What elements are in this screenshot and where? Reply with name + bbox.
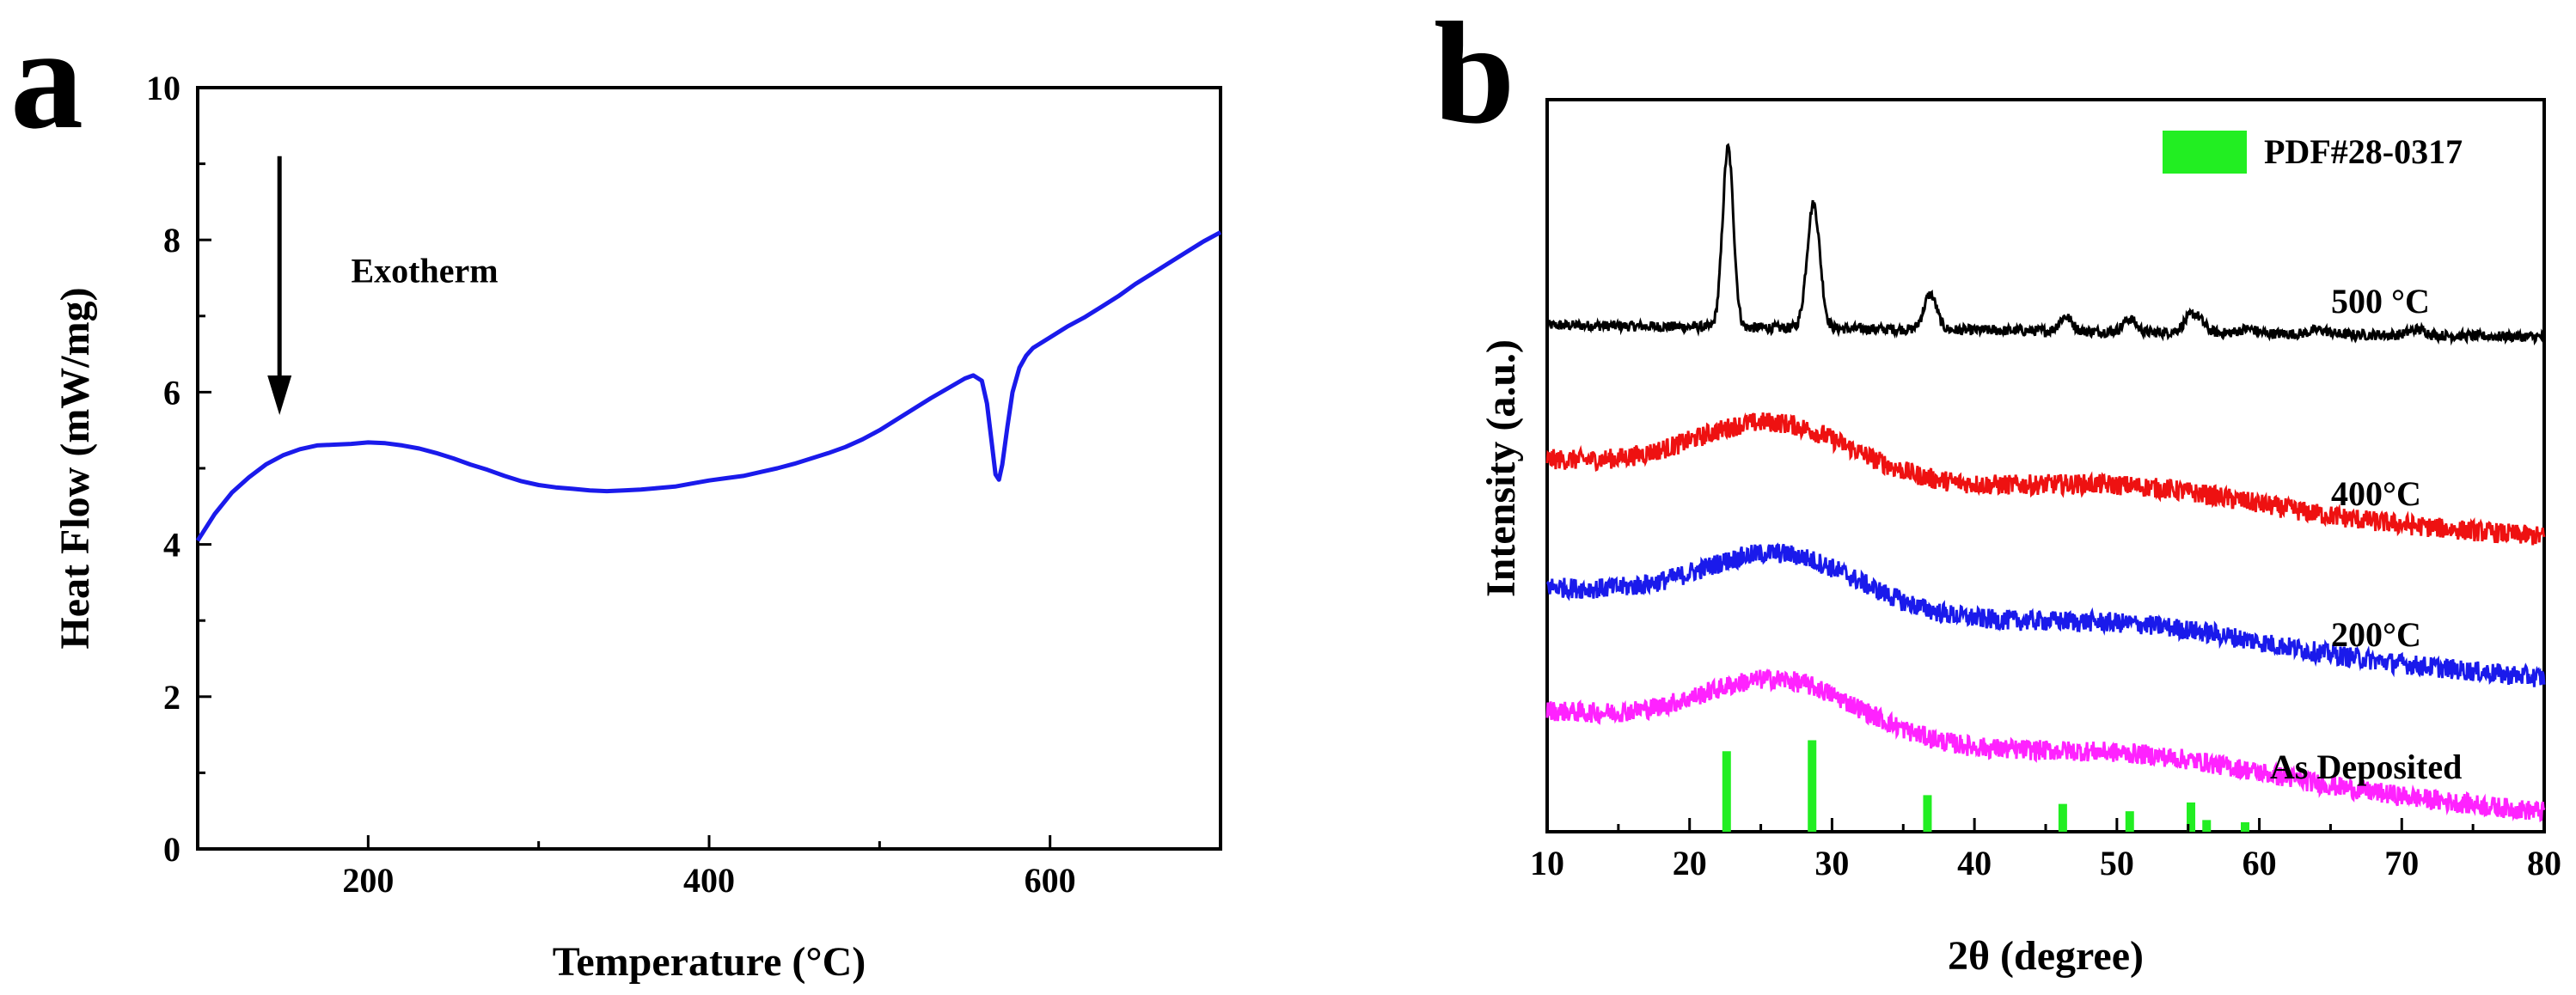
reference-line bbox=[1722, 751, 1731, 832]
series-label-400: 400°C bbox=[2331, 474, 2421, 513]
legend-swatch bbox=[2163, 131, 2247, 174]
reference-line bbox=[1808, 740, 1817, 832]
legend-label: PDF#28-0317 bbox=[2264, 132, 2463, 171]
reference-lines bbox=[1722, 740, 2249, 832]
x-tick-label-b: 70 bbox=[2384, 844, 2419, 882]
reference-line bbox=[2058, 803, 2067, 832]
xrd-line-2 bbox=[1545, 542, 2546, 687]
exotherm-label: Exotherm bbox=[352, 252, 499, 290]
x-tick-label-b: 50 bbox=[2100, 844, 2134, 882]
y-tick-label-a: 10 bbox=[146, 69, 181, 107]
y-tick-label-a: 6 bbox=[163, 373, 181, 412]
y-tick-label-a: 8 bbox=[163, 221, 181, 259]
x-tick-label-b: 60 bbox=[2243, 844, 2277, 882]
series-label-200: 200°C bbox=[2331, 615, 2421, 654]
reference-line bbox=[1923, 795, 1932, 832]
plot-b-frame bbox=[1545, 98, 2546, 833]
plot-a-frame bbox=[196, 86, 1222, 851]
reference-line bbox=[2202, 820, 2212, 832]
reference-line bbox=[2241, 821, 2249, 832]
x-axis-ticks-a: 200 400 600 bbox=[196, 835, 1222, 900]
y-tick-label-a: 2 bbox=[163, 678, 181, 717]
panel-b-letter: b bbox=[1434, 0, 1515, 154]
x-axis-ticks-b: 10 20 30 40 50 60 70 80 bbox=[1530, 818, 2561, 882]
reference-line bbox=[2125, 811, 2134, 832]
y-axis-title-a: Heat Flow (mW/mg) bbox=[52, 287, 98, 649]
x-tick-label-a: 200 bbox=[342, 861, 394, 900]
reference-line bbox=[2187, 802, 2196, 832]
dsc-curve bbox=[195, 230, 1222, 542]
y-axis-ticks-a: 0 2 4 6 8 10 bbox=[146, 69, 211, 869]
x-tick-label-a: 600 bbox=[1025, 861, 1076, 900]
arrow-head bbox=[267, 375, 292, 415]
xrd-series bbox=[1545, 143, 2546, 822]
x-tick-label-a: 400 bbox=[683, 861, 735, 900]
x-tick-label-b: 40 bbox=[1957, 844, 1992, 882]
exotherm-arrow-icon bbox=[267, 156, 292, 415]
x-axis-title-a: Temperature (°C) bbox=[553, 939, 866, 985]
series-label-as-deposited: As Deposited bbox=[2270, 748, 2462, 786]
panel-a-letter: a bbox=[10, 0, 83, 159]
xrd-line-0 bbox=[1545, 143, 2545, 346]
y-tick-label-a: 0 bbox=[163, 830, 181, 869]
y-tick-label-a: 4 bbox=[163, 526, 181, 565]
x-tick-label-b: 80 bbox=[2527, 844, 2561, 882]
y-axis-title-b: Intensity (a.u.) bbox=[1478, 339, 1524, 597]
xrd-line-3 bbox=[1545, 668, 2546, 822]
x-tick-label-b: 10 bbox=[1530, 844, 1564, 882]
series-label-500: 500 °C bbox=[2331, 282, 2430, 320]
x-axis-title-b: 2θ (degree) bbox=[1948, 933, 2144, 979]
series-labels: 500 °C 400°C 200°C As Deposited bbox=[2270, 282, 2462, 786]
legend: PDF#28-0317 bbox=[2163, 131, 2463, 174]
xrd-line-1 bbox=[1545, 412, 2546, 546]
x-tick-label-b: 30 bbox=[1814, 844, 1849, 882]
panel-b: b 10 20 30 40 50 60 70 80 500 °C 400°C 200°C As… bbox=[1434, 0, 2561, 979]
panel-a: a 200 400 600 0 2 4 6 8 10 Exotherm Temperature… bbox=[10, 0, 1222, 985]
x-tick-label-b: 20 bbox=[1673, 844, 1707, 882]
